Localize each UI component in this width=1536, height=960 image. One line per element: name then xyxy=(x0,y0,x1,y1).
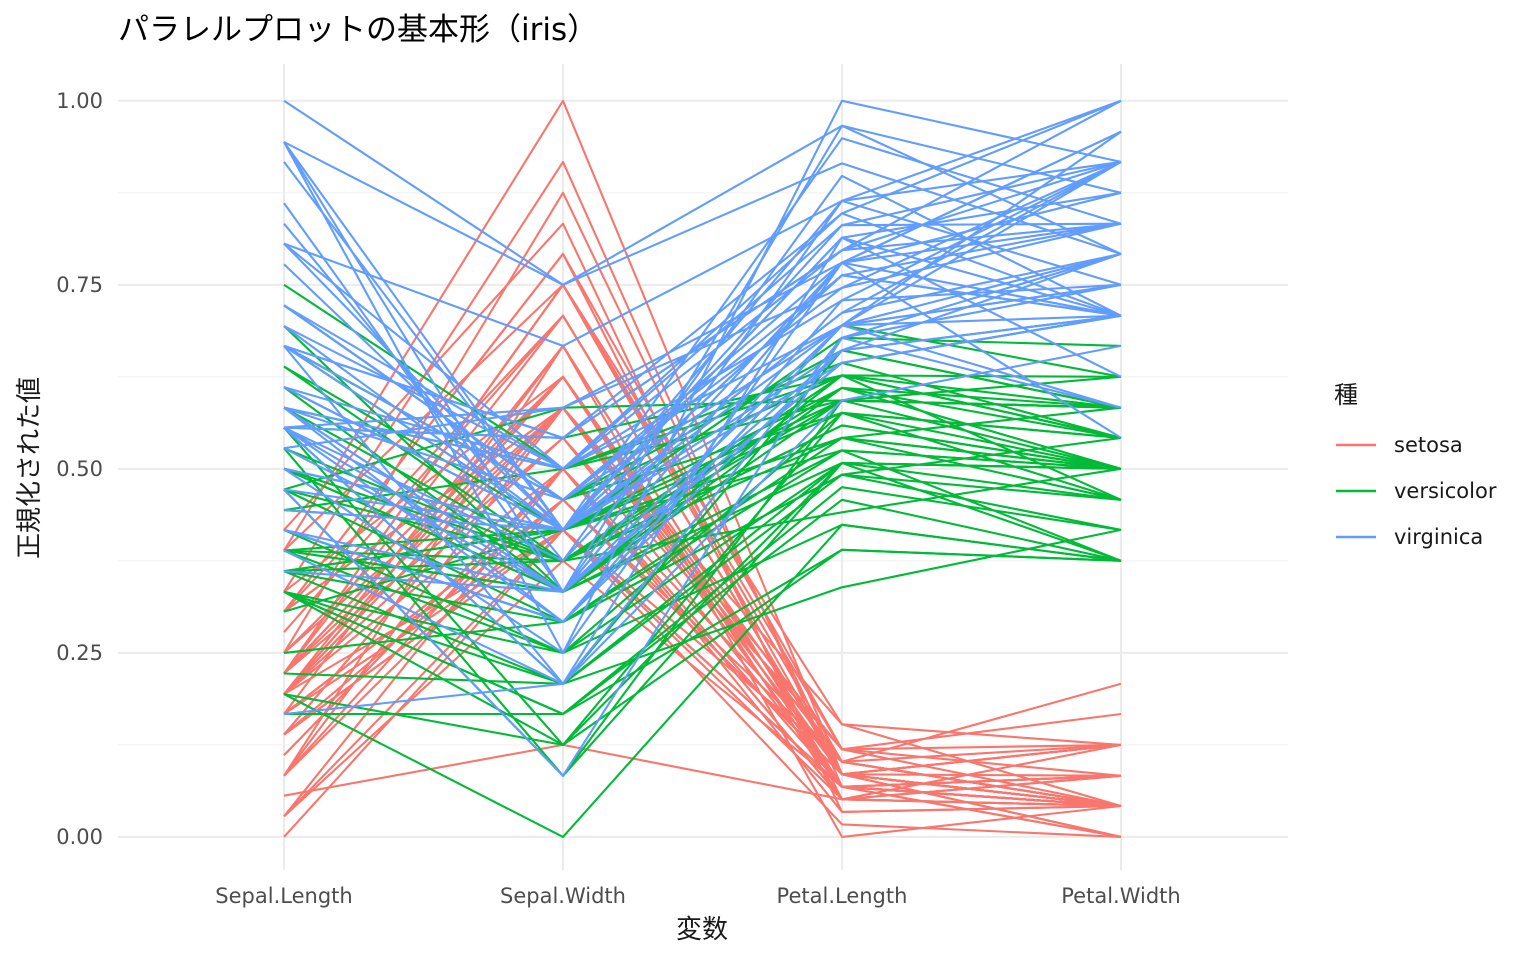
versicolor-line xyxy=(283,528,1122,685)
versicolor-line xyxy=(283,449,1122,593)
versicolor-line xyxy=(283,375,1122,491)
y-tick-label: 0.00 xyxy=(56,825,103,849)
versicolor-line xyxy=(283,548,1122,746)
virginica-line xyxy=(283,283,1122,685)
chart-title: パラレルプロットの基本形（iris） xyxy=(118,12,598,48)
y-tick-label: 1.00 xyxy=(56,89,103,113)
legend-items: setosa versicolor virginica xyxy=(1336,433,1497,549)
virginica-line xyxy=(283,283,1122,623)
versicolor-line xyxy=(283,523,1122,654)
grid xyxy=(118,64,1288,870)
y-tick-label: 0.25 xyxy=(56,641,103,665)
legend: 種 setosa versicolor virginica xyxy=(1334,381,1497,549)
series-virginica xyxy=(283,99,1122,777)
virginica-line xyxy=(283,141,1122,531)
virginica-line xyxy=(283,283,1122,623)
setosa-line xyxy=(283,283,1122,808)
versicolor-line xyxy=(283,411,1122,746)
setosa-line xyxy=(283,528,1122,838)
x-tick-label: Sepal.Length xyxy=(215,884,352,908)
y-axis-tick-labels: 0.00 0.25 0.50 0.75 1.00 xyxy=(56,89,103,849)
versicolor-line xyxy=(283,424,1122,562)
virginica-line xyxy=(283,99,1122,286)
series-versicolor xyxy=(283,283,1122,838)
virginica-line xyxy=(283,124,1122,593)
x-tick-label: Petal.Width xyxy=(1061,884,1180,908)
y-tick-label: 0.50 xyxy=(56,457,103,481)
x-tick-label: Petal.Length xyxy=(777,884,908,908)
virginica-line xyxy=(283,212,1122,470)
setosa-line xyxy=(283,743,1122,801)
virginica-line xyxy=(283,236,1122,531)
virginica-line xyxy=(283,99,1122,439)
setosa-line xyxy=(283,314,1122,808)
legend-item-virginica: virginica xyxy=(1336,525,1483,549)
virginica-line xyxy=(283,99,1122,347)
virginica-line xyxy=(283,252,1122,531)
versicolor-line xyxy=(283,436,1122,552)
virginica-line xyxy=(283,130,1122,501)
virginica-line xyxy=(283,336,1122,777)
versicolor-line xyxy=(283,498,1122,716)
series-lines xyxy=(283,99,1122,838)
virginica-line xyxy=(283,314,1122,531)
x-axis-title: 変数 xyxy=(676,915,728,945)
virginica-line xyxy=(283,160,1122,450)
virginica-line xyxy=(283,124,1122,286)
versicolor-line xyxy=(283,461,1122,685)
legend-label-versicolor: versicolor xyxy=(1394,479,1497,503)
legend-label-setosa: setosa xyxy=(1394,433,1463,457)
legend-item-versicolor: versicolor xyxy=(1336,479,1497,503)
legend-title: 種 xyxy=(1334,381,1358,409)
y-axis-title: 正規化された値 xyxy=(15,377,45,559)
setosa-line xyxy=(283,375,1122,763)
versicolor-line xyxy=(283,411,1122,654)
virginica-line xyxy=(283,314,1122,531)
setosa-line xyxy=(283,467,1122,817)
virginica-line xyxy=(283,99,1122,439)
virginica-line xyxy=(283,261,1122,654)
virginica-line xyxy=(283,274,1122,501)
legend-label-virginica: virginica xyxy=(1394,525,1483,549)
y-tick-label: 0.75 xyxy=(56,273,103,297)
legend-item-setosa: setosa xyxy=(1336,433,1463,457)
x-axis-tick-labels: Sepal.Length Sepal.Width Petal.Length Petal… xyxy=(215,884,1180,908)
virginica-line xyxy=(283,160,1122,501)
x-tick-label: Sepal.Width xyxy=(500,884,626,908)
virginica-line xyxy=(283,252,1122,593)
